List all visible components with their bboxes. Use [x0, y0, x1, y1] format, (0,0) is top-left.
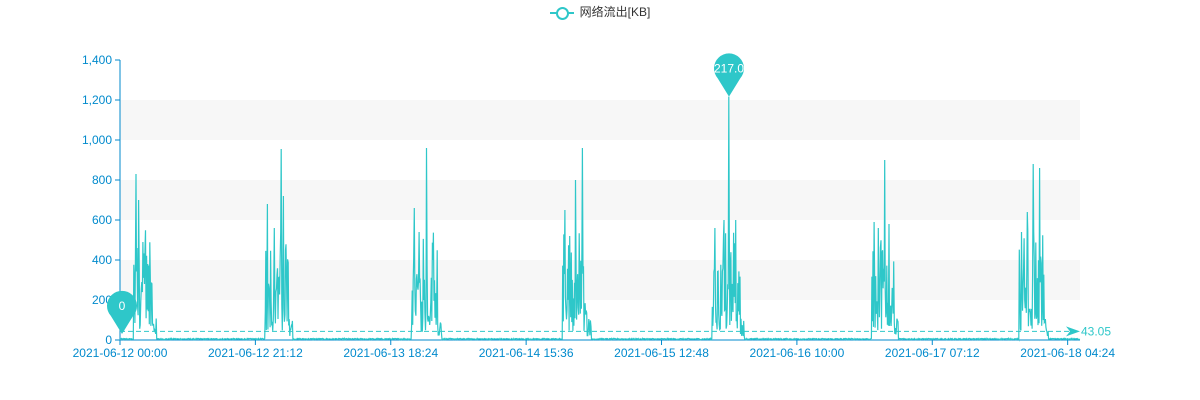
x-tick-label: 2021-06-14 15:36 [479, 346, 574, 360]
y-tick-label: 400 [92, 253, 112, 267]
y-tick-label: 0 [105, 333, 112, 347]
max-marker-label: 1217.09 [707, 62, 751, 76]
grid-band [120, 260, 1080, 300]
y-tick-label: 600 [92, 213, 112, 227]
x-tick-label: 2021-06-16 10:00 [750, 346, 845, 360]
y-tick-label: 1,200 [82, 93, 112, 107]
x-tick-label: 2021-06-17 07:12 [885, 346, 980, 360]
average-label: 43.05 [1081, 324, 1111, 338]
y-tick-label: 1,400 [82, 53, 112, 67]
grid-band [120, 100, 1080, 140]
y-tick-label: 800 [92, 173, 112, 187]
x-tick-label: 2021-06-15 12:48 [614, 346, 709, 360]
x-tick-label: 2021-06-18 04:24 [1020, 346, 1115, 360]
x-tick-label: 2021-06-12 00:00 [73, 346, 168, 360]
y-tick-label: 1,000 [82, 133, 112, 147]
x-tick-label: 2021-06-12 21:12 [208, 346, 303, 360]
min-marker-label: 0 [119, 299, 126, 313]
x-tick-label: 2021-06-13 18:24 [343, 346, 438, 360]
grid-band [120, 180, 1080, 220]
